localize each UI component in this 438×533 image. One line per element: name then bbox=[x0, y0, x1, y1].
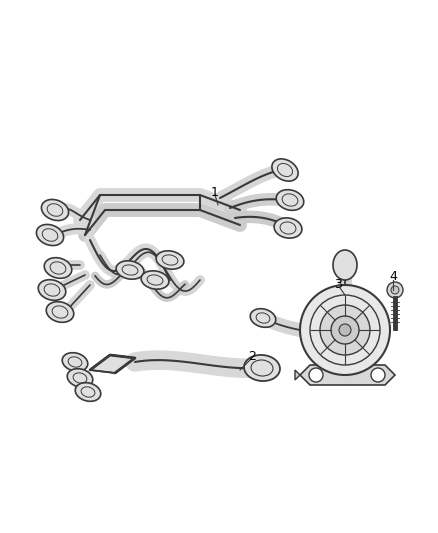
Polygon shape bbox=[295, 370, 300, 380]
Circle shape bbox=[339, 324, 351, 336]
Ellipse shape bbox=[156, 251, 184, 269]
Ellipse shape bbox=[42, 199, 69, 221]
Circle shape bbox=[320, 305, 370, 355]
Ellipse shape bbox=[333, 250, 357, 280]
Ellipse shape bbox=[276, 190, 304, 211]
Polygon shape bbox=[90, 355, 135, 373]
Ellipse shape bbox=[67, 369, 93, 387]
Ellipse shape bbox=[116, 261, 144, 279]
Text: 1: 1 bbox=[211, 185, 219, 198]
Circle shape bbox=[387, 282, 403, 298]
Ellipse shape bbox=[46, 302, 74, 322]
Text: 3: 3 bbox=[334, 278, 342, 290]
Ellipse shape bbox=[75, 383, 101, 401]
Circle shape bbox=[300, 285, 390, 375]
Text: 2: 2 bbox=[248, 350, 256, 362]
Ellipse shape bbox=[274, 218, 302, 238]
Circle shape bbox=[391, 286, 399, 294]
Ellipse shape bbox=[272, 159, 298, 181]
Ellipse shape bbox=[44, 257, 72, 278]
Polygon shape bbox=[300, 365, 395, 385]
Ellipse shape bbox=[38, 280, 66, 300]
Circle shape bbox=[371, 368, 385, 382]
Ellipse shape bbox=[36, 224, 64, 246]
Ellipse shape bbox=[62, 353, 88, 372]
Ellipse shape bbox=[250, 309, 276, 327]
Ellipse shape bbox=[141, 271, 169, 289]
Circle shape bbox=[309, 368, 323, 382]
Text: 4: 4 bbox=[389, 270, 397, 282]
Circle shape bbox=[331, 316, 359, 344]
Ellipse shape bbox=[244, 355, 280, 381]
